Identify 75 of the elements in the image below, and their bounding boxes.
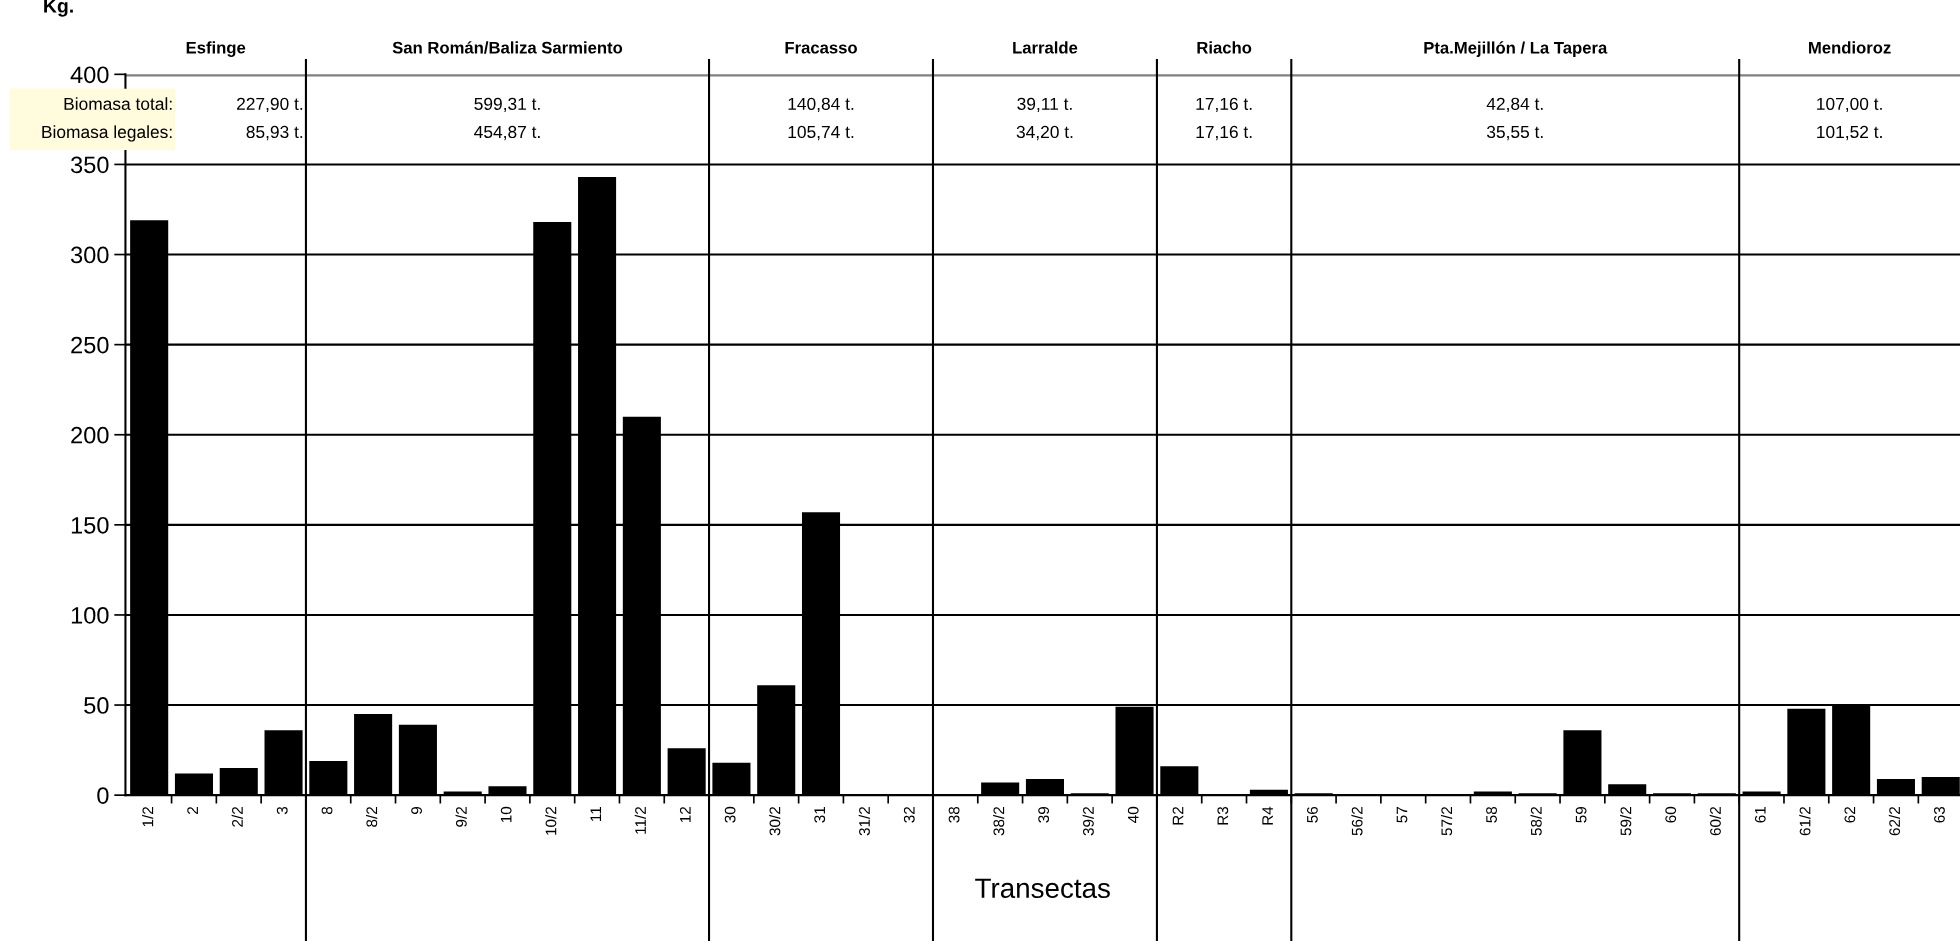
x-tick-label: 11 <box>590 807 602 821</box>
y-tick-label: 50 <box>84 697 109 714</box>
annotation: 34,20 t. <box>1016 125 1073 141</box>
annotation: 101,52 t. <box>1817 125 1882 141</box>
x-axis-title: Transectas <box>975 878 1110 899</box>
x-tick-label: 39 <box>1038 806 1050 823</box>
annotation: 599,31 t. <box>474 97 540 113</box>
y-tick-label: 400 <box>70 66 109 84</box>
x-tick-label: 31 <box>814 807 826 823</box>
x-tick-label: R3 <box>1217 806 1229 825</box>
x-tick-label: 32 <box>903 807 915 823</box>
annotation: 17,16 t. <box>1196 125 1252 141</box>
x-tick-label: 60 <box>1665 806 1677 823</box>
x-tick-label: 39/2 <box>1082 807 1094 836</box>
x-tick-label: 8 <box>321 806 333 815</box>
y-tick-label: 200 <box>71 426 109 444</box>
x-tick-label: 59 <box>1575 806 1587 823</box>
x-tick-label: 2 <box>187 807 198 814</box>
annotation: 35,55 t. <box>1486 125 1543 141</box>
x-tick-label: 9/2 <box>455 807 467 827</box>
x-tick-label: 60/2 <box>1709 807 1721 836</box>
x-tick-label: 58/2 <box>1530 807 1542 836</box>
x-tick-label: 63 <box>1934 806 1945 823</box>
x-tick-label: 10 <box>500 806 512 823</box>
annotation: 227,90 t. <box>237 97 303 113</box>
x-tick-label: R2 <box>1172 807 1184 825</box>
x-tick-label: 61 <box>1754 807 1766 823</box>
text: Esfinge <box>186 41 246 57</box>
annotation: 105,74 t. <box>788 125 854 141</box>
y-axis-title: Kg. <box>44 0 73 17</box>
x-tick-label: 30 <box>724 806 736 823</box>
text: Riacho <box>1197 41 1252 54</box>
x-tick-label: 62 <box>1844 807 1856 823</box>
y-tick-label: 250 <box>71 336 109 354</box>
annotation: 140,84 t. <box>788 97 854 113</box>
annotation: 42,84 t. <box>1486 97 1543 113</box>
x-tick-label: 61/2 <box>1799 807 1811 836</box>
text: Pta.Mejillón / La Tapera <box>1424 41 1608 57</box>
text: San Román/Baliza Sarmiento <box>392 41 623 54</box>
y-tick-label: 350 <box>70 156 109 174</box>
x-tick-label: 2/2 <box>231 807 243 827</box>
x-tick-label: 38 <box>948 806 960 823</box>
x-tick-label: 56/2 <box>1351 807 1363 836</box>
x-tick-label: 1/2 <box>142 807 154 827</box>
y-tick-label: 100 <box>71 607 109 624</box>
x-tick-label: 3 <box>276 806 288 815</box>
y-tick-label: 300 <box>70 246 109 264</box>
x-tick-label: 58 <box>1486 806 1497 823</box>
y-tick-label: 0 <box>97 787 109 804</box>
x-tick-label: 9 <box>411 806 423 815</box>
annotation: 454,87 t. <box>474 125 540 141</box>
x-tick-label: 38/2 <box>993 807 1005 836</box>
x-tick-label: 56 <box>1306 806 1318 823</box>
annotation: Biomasa total: <box>64 97 172 110</box>
x-tick-label: 57/2 <box>1440 807 1453 836</box>
annotation: 85,93 t. <box>246 125 303 141</box>
annotation: 39,11 t. <box>1017 97 1072 113</box>
text: Fracasso <box>785 41 857 54</box>
x-tick-label: 30/2 <box>769 807 781 836</box>
annotation: 17,16 t. <box>1196 97 1252 113</box>
x-tick-label: 11/2 <box>634 807 646 834</box>
x-tick-label: 12 <box>679 807 691 823</box>
x-tick-label: 57 <box>1396 807 1408 823</box>
annotation: 107,00 t. <box>1817 97 1882 113</box>
text: Mendioroz <box>1809 41 1891 54</box>
x-tick-label: 10/2 <box>545 807 557 835</box>
x-tick-label: 62/2 <box>1888 807 1901 836</box>
x-tick-label: 8/2 <box>366 807 378 827</box>
x-tick-label: 31/2 <box>858 807 870 836</box>
x-tick-label: 40 <box>1127 806 1139 823</box>
text: Larralde <box>1013 41 1078 54</box>
annotation: Biomasa legales: <box>42 125 172 142</box>
y-tick-label: 150 <box>71 516 109 534</box>
x-tick-label: R4 <box>1262 806 1273 825</box>
x-tick-label: 59/2 <box>1620 807 1632 836</box>
